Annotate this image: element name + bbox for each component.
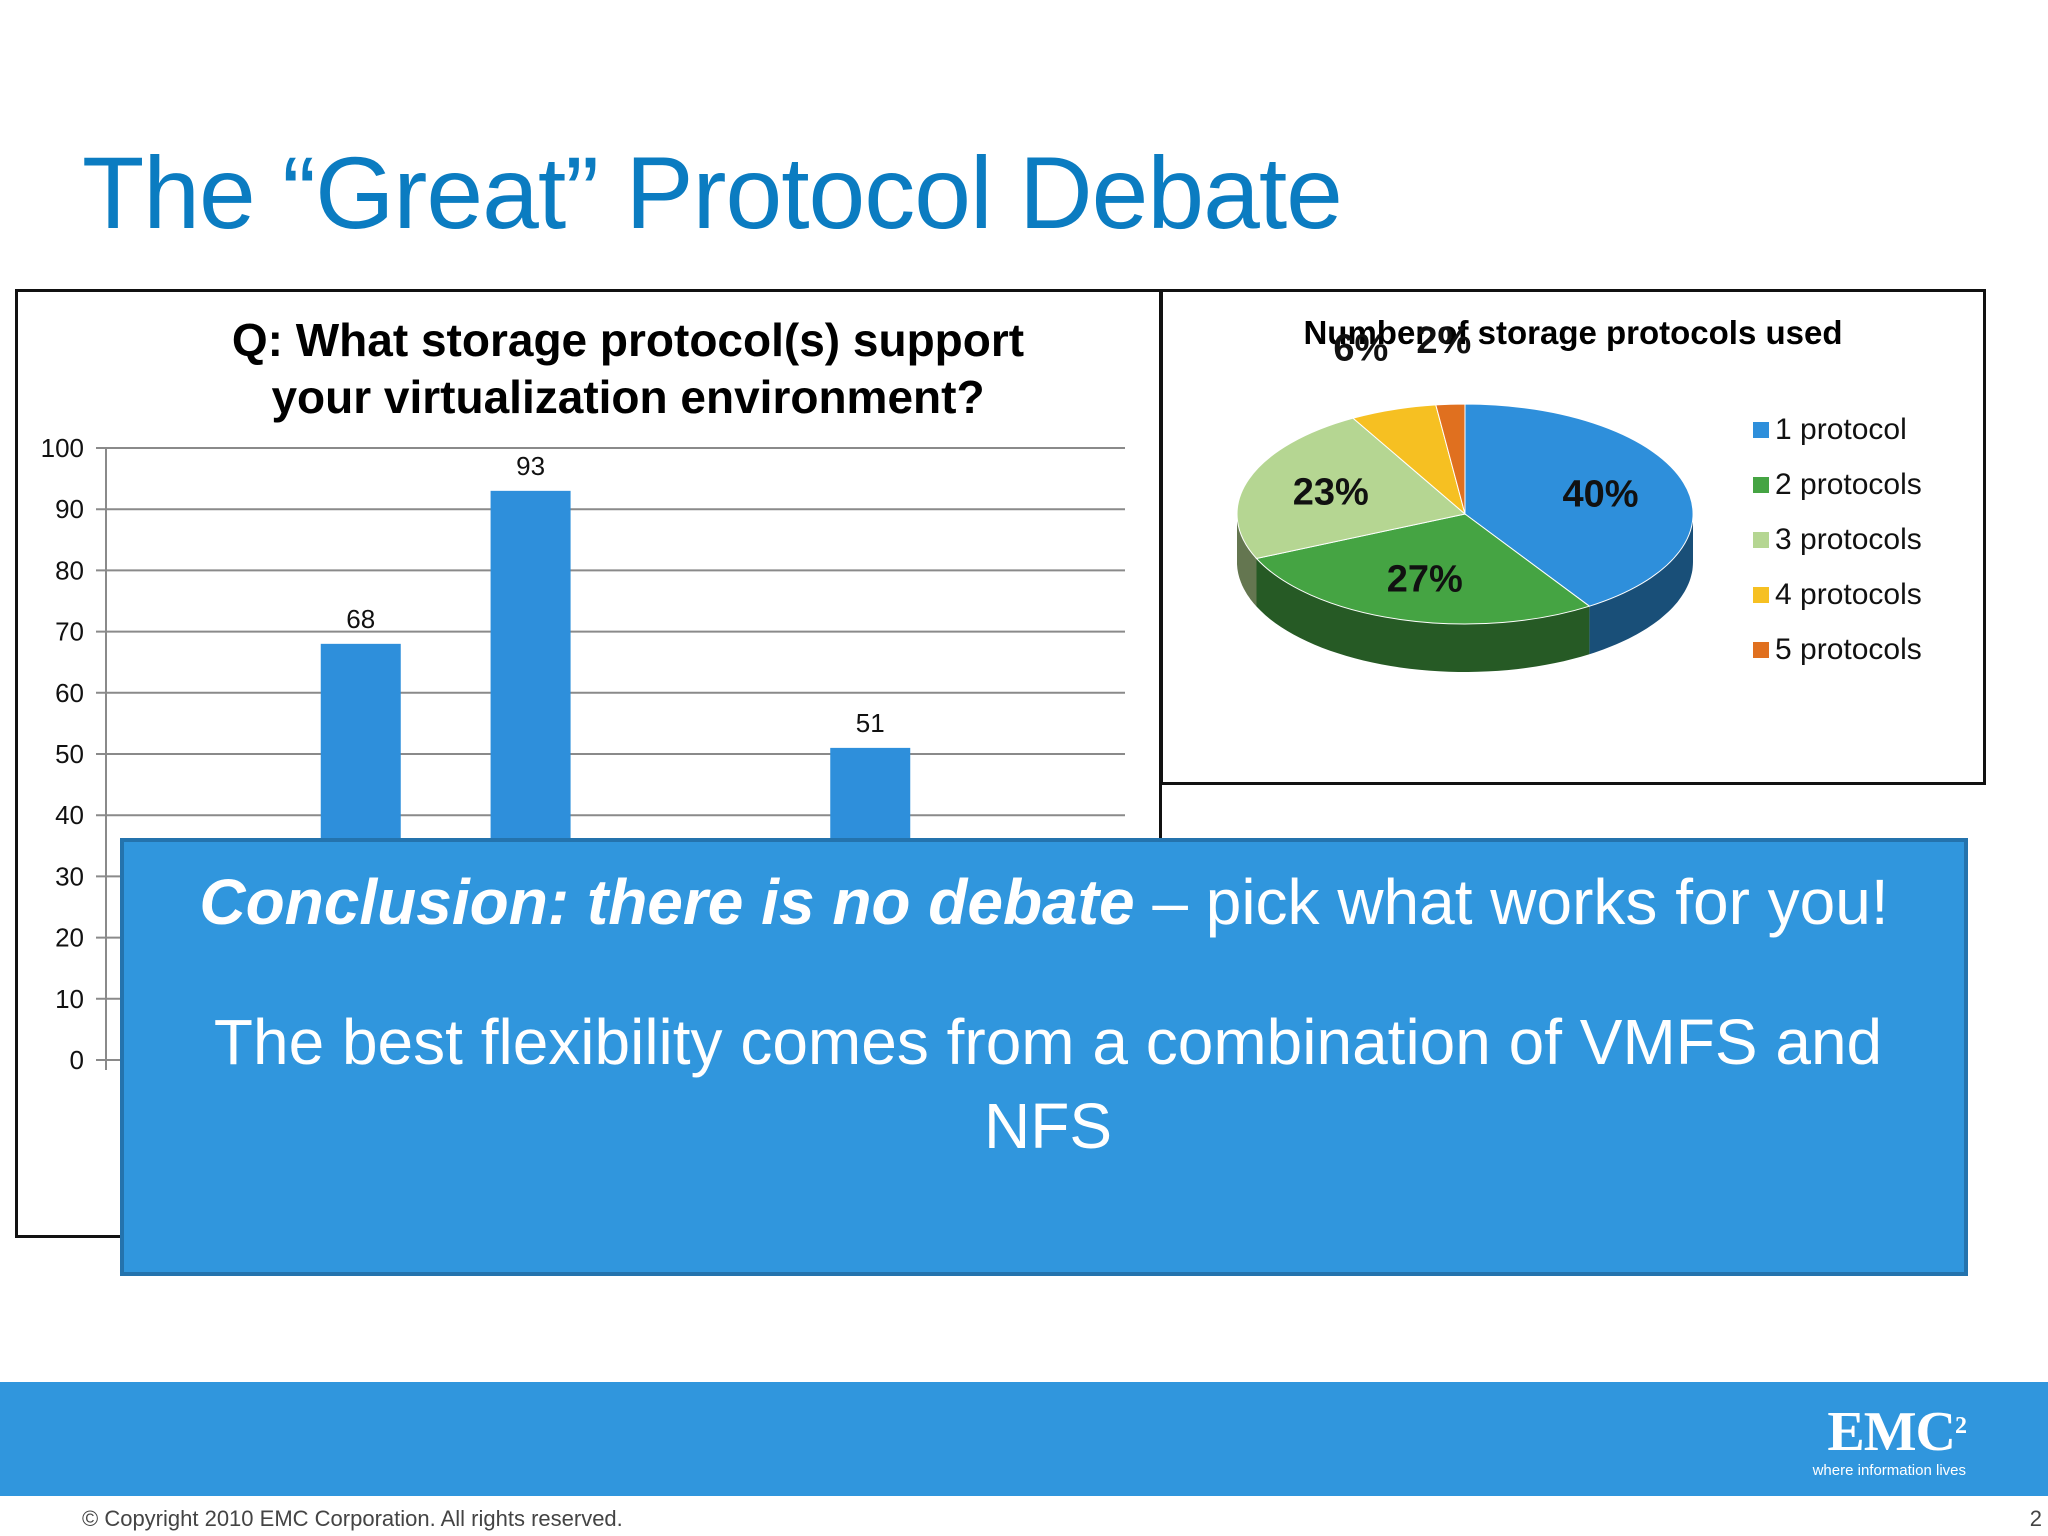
y-tick-label: 0: [70, 1045, 84, 1075]
legend-swatch: [1753, 421, 1769, 438]
bar-chart-title: Q: What storage protocol(s) support your…: [18, 312, 1238, 426]
pie-slice: [1236, 417, 1467, 560]
logo-superscript: 2: [1955, 1413, 1967, 1439]
logo-text: EMC: [1827, 1401, 1956, 1463]
y-tick-label: 70: [55, 617, 84, 647]
y-tick-label: 50: [55, 739, 84, 769]
copyright-notice: © Copyright 2010 EMC Corporation. All ri…: [82, 1506, 623, 1531]
pie-data-label: 23%: [1293, 472, 1369, 514]
y-tick-label: 20: [55, 923, 84, 953]
legend-label: 5 protocols: [1775, 632, 1922, 666]
legend-swatch: [1753, 531, 1769, 548]
pie-data-label: 6%: [1333, 328, 1388, 370]
y-tick-label: 10: [55, 984, 84, 1014]
conclusion-callout: Conclusion: there is no debate – pick wh…: [120, 838, 1968, 1276]
pie-slice: [1435, 403, 1466, 515]
legend-label: 3 protocols: [1775, 522, 1922, 556]
bar-data-label: 68: [346, 604, 375, 634]
y-tick-label: 40: [55, 800, 84, 830]
conclusion-headline: Conclusion: there is no debate – pick wh…: [124, 862, 1964, 942]
pie-chart-title: Number of storage protocols used: [1303, 314, 1843, 351]
pie-slice: [1255, 513, 1591, 625]
emc-logo: EMC2 where information lives: [1812, 1401, 1967, 1479]
legend-swatch: [1753, 476, 1769, 493]
legend-item: 5 protocols: [1753, 622, 1922, 677]
pie-data-label: 2%: [1416, 320, 1471, 362]
y-tick-label: 60: [55, 678, 84, 708]
footer-band: EMC2 where information lives: [0, 1382, 2048, 1496]
pie-data-label: 40%: [1562, 474, 1638, 516]
legend-swatch: [1753, 586, 1769, 603]
y-tick-label: 90: [55, 494, 84, 524]
bar-data-label: 93: [516, 451, 545, 481]
logo-tagline: where information lives: [1812, 1462, 1966, 1479]
pie-chart-legend: 1 protocol 2 protocols 3 protocols 4 protoc…: [1753, 402, 1922, 677]
y-tick-label: 100: [41, 433, 84, 463]
legend-label: 1 protocol: [1775, 412, 1907, 446]
legend-item: 2 protocols: [1753, 457, 1922, 512]
pie-data-label: 27%: [1387, 558, 1463, 600]
bar-data-label: 51: [856, 708, 885, 738]
legend-label: 2 protocols: [1775, 467, 1922, 501]
legend-item: 4 protocols: [1753, 567, 1922, 622]
legend-label: 4 protocols: [1775, 577, 1922, 611]
y-tick-label: 30: [55, 861, 84, 891]
slide-title: The “Great” Protocol Debate: [82, 136, 1343, 250]
conclusion-body: The best flexibility comes from a combin…: [213, 1006, 1883, 1162]
legend-item: 1 protocol: [1753, 402, 1922, 457]
conclusion-lead-rest: – pick what works for you!: [1134, 866, 1889, 938]
pie-chart-panel: Number of storage protocols used 40% 27% 2…: [1160, 289, 1986, 785]
pie-chart-plot: 40% 27% 23% 6% 2%: [1236, 320, 1694, 672]
pie-top-faces: [1236, 403, 1694, 625]
bar-chart-title-line-1: Q: What storage protocol(s) support: [231, 314, 1025, 366]
y-tick-label: 80: [55, 555, 84, 585]
conclusion-emphasis: Conclusion: there is no debate: [199, 866, 1135, 938]
pie-slice-side: [1256, 558, 1590, 672]
legend-swatch: [1753, 641, 1769, 658]
bar-chart-title-line-2: your virtualization environment?: [271, 371, 985, 423]
legend-item: 3 protocols: [1753, 512, 1922, 567]
page-number: 2: [2029, 1506, 2042, 1531]
